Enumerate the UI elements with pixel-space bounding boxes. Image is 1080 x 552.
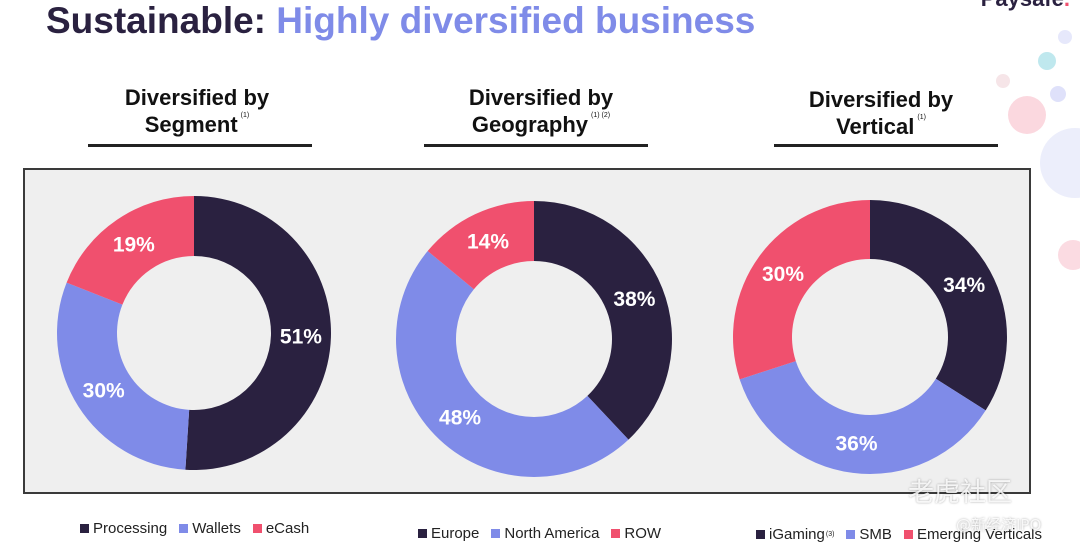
data-label-north-america: 48% bbox=[439, 407, 481, 430]
slice-igaming bbox=[870, 200, 1007, 411]
decor-bubble bbox=[1008, 96, 1046, 134]
heading-vertical-line1: Diversified by bbox=[808, 87, 954, 112]
legend-swatch bbox=[252, 524, 262, 533]
data-label-smb: 36% bbox=[836, 433, 878, 456]
data-label-wallets: 30% bbox=[83, 379, 125, 402]
legend-swatch bbox=[756, 530, 765, 539]
legend-item-wallets: Wallets bbox=[179, 520, 241, 537]
brand-name: Paysafe bbox=[981, 0, 1064, 11]
heading-vertical-line2: Vertical bbox=[836, 114, 915, 139]
legend-item-row: ROW bbox=[611, 525, 661, 542]
slice-emerging-verticals bbox=[733, 200, 870, 380]
heading-segment-note: (1) bbox=[240, 112, 250, 119]
heading-geography: Diversified by Geography (1) (2) bbox=[428, 84, 654, 138]
decor-bubble bbox=[1038, 52, 1056, 70]
legend-label: North America bbox=[504, 525, 600, 542]
legend-label: Processing bbox=[93, 520, 168, 537]
title-prefix: Sustainable: bbox=[46, 0, 266, 41]
legend-label: Europe bbox=[431, 525, 480, 542]
decor-bubble bbox=[1058, 240, 1080, 270]
heading-geography-line1: Diversified by bbox=[468, 85, 614, 110]
decor-bubble bbox=[996, 74, 1010, 88]
title-accent: Highly diversified business bbox=[276, 0, 756, 41]
data-label-europe: 38% bbox=[613, 288, 655, 311]
heading-vertical-note: (1) bbox=[917, 114, 926, 121]
legend-swatch bbox=[80, 524, 89, 533]
slice-north-america bbox=[395, 251, 629, 478]
heading-segment-line2: Segment bbox=[144, 112, 238, 137]
brand-dot: . bbox=[1064, 0, 1070, 11]
heading-segment-underline bbox=[88, 144, 312, 147]
legend-swatch bbox=[611, 529, 621, 538]
legend-item-north-america: North America bbox=[491, 525, 599, 542]
legend-label: ROW bbox=[624, 525, 662, 542]
legend-label: eCash bbox=[265, 520, 310, 537]
watermark-site: 老虎社区 bbox=[908, 472, 1012, 509]
decor-bubble bbox=[1058, 30, 1072, 44]
legend-label: iGaming bbox=[769, 526, 825, 543]
legend-note: (3) bbox=[825, 530, 835, 538]
heading-geography-line2: Geography bbox=[471, 112, 589, 137]
slice-smb bbox=[739, 361, 986, 475]
legend-item-igaming: iGaming (3) bbox=[756, 526, 834, 543]
data-label-igaming: 34% bbox=[943, 274, 985, 297]
legend-item-processing: Processing bbox=[80, 520, 167, 537]
legend-label: Wallets bbox=[192, 520, 241, 537]
legend-swatch bbox=[491, 529, 501, 538]
heading-vertical: Diversified by Vertical (1) bbox=[768, 86, 994, 140]
watermark-site-text: 老虎社区 bbox=[908, 478, 1013, 508]
legend-item-europe: Europe bbox=[418, 525, 479, 542]
legend-segment: Processing Wallets eCash bbox=[80, 520, 321, 537]
slice-row bbox=[427, 201, 534, 290]
slide-title: Sustainable: Highly diversified business bbox=[46, 0, 755, 42]
decor-bubble bbox=[1050, 86, 1066, 102]
heading-segment-line1: Diversified by bbox=[124, 85, 270, 110]
watermark-handle: @新经济IPO bbox=[956, 514, 1041, 535]
data-label-row: 14% bbox=[467, 230, 509, 253]
legend-swatch bbox=[418, 529, 427, 538]
legend-geography: Europe North America ROW bbox=[418, 525, 673, 542]
legend-swatch bbox=[903, 530, 913, 539]
legend-vertical: iGaming (3) SMB Emerging Verticals bbox=[756, 526, 1054, 543]
data-label-emerging-verticals: 30% bbox=[762, 263, 804, 286]
slice-europe bbox=[534, 201, 672, 440]
legend-item-emerging-verticals: Emerging Verticals bbox=[903, 526, 1042, 543]
legend-swatch bbox=[846, 530, 856, 539]
heading-vertical-underline bbox=[774, 144, 998, 147]
slice-processing bbox=[185, 196, 331, 470]
data-label-ecash: 19% bbox=[113, 234, 155, 257]
data-label-processing: 51% bbox=[280, 325, 322, 348]
watermark-handle-text: @新经济IPO bbox=[956, 516, 1042, 534]
legend-swatch bbox=[179, 524, 189, 533]
heading-geography-note: (1) (2) bbox=[591, 112, 611, 119]
legend-item-smb: SMB bbox=[846, 526, 892, 543]
legend-label: SMB bbox=[859, 526, 892, 543]
heading-geography-underline bbox=[424, 144, 648, 147]
slice-wallets bbox=[56, 282, 190, 470]
slice-ecash bbox=[66, 196, 194, 305]
brand-logo: Paysafe. bbox=[981, 0, 1070, 12]
legend-label: Emerging Verticals bbox=[916, 526, 1042, 543]
legend-item-ecash: eCash bbox=[252, 520, 310, 537]
heading-segment: Diversified by Segment (1) bbox=[84, 84, 310, 138]
